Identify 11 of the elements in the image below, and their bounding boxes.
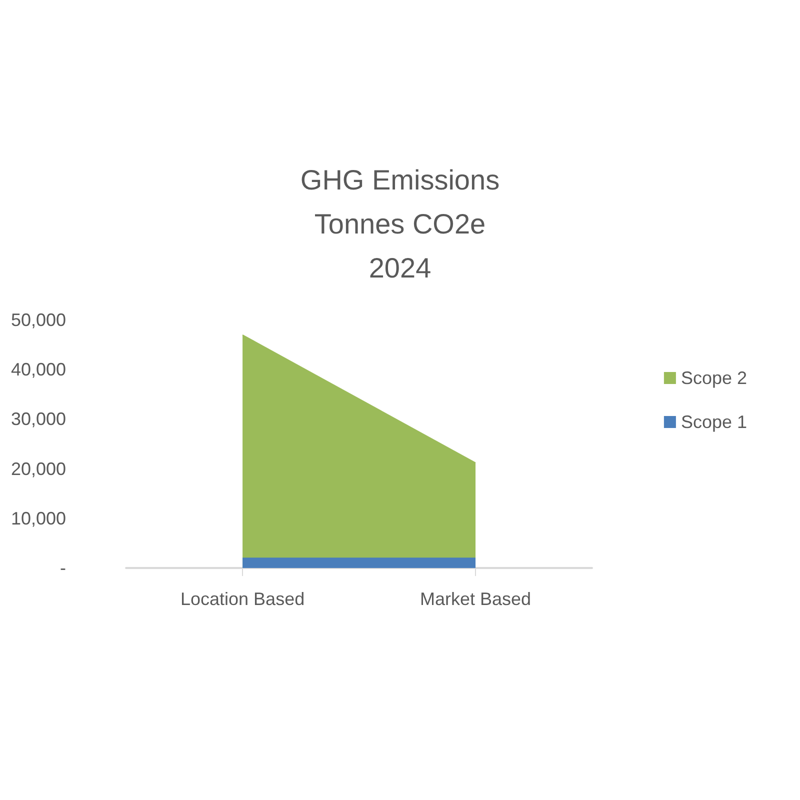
y-tick-label: 20,000 (10, 458, 66, 479)
y-tick-label: 30,000 (10, 409, 66, 430)
y-tick-label: 50,000 (10, 310, 66, 330)
x-tick-label: Market Based (420, 589, 532, 609)
y-tick-label: 10,000 (10, 508, 66, 528)
x-tick-label: Location Based (180, 589, 305, 609)
y-tick-label: - (60, 558, 66, 578)
legend-label: Scope 1 (680, 412, 748, 432)
chart-title: GHG Emissions Tonnes CO2e 2024 (300, 164, 500, 284)
y-tick-label: 40,000 (10, 360, 66, 380)
legend-label: Scope 2 (680, 368, 748, 388)
